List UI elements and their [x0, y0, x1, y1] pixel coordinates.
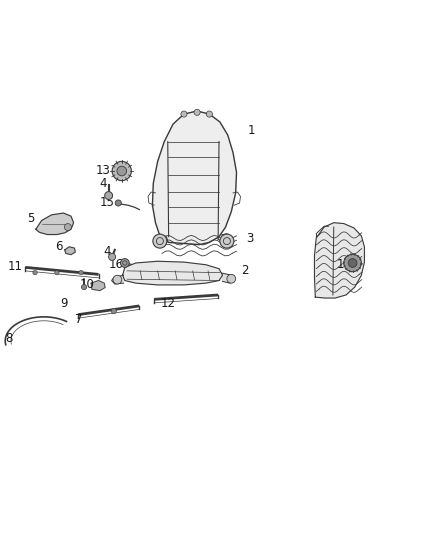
Circle shape — [55, 270, 59, 275]
Text: 4: 4 — [103, 245, 111, 257]
Circle shape — [113, 275, 122, 284]
Text: 12: 12 — [161, 297, 176, 310]
Circle shape — [120, 259, 129, 268]
Circle shape — [112, 161, 131, 181]
Text: 7: 7 — [75, 312, 83, 326]
Text: 6: 6 — [55, 240, 63, 253]
Text: 3: 3 — [246, 231, 253, 245]
Polygon shape — [36, 213, 74, 235]
Circle shape — [153, 234, 167, 248]
Text: 4: 4 — [99, 177, 107, 190]
Circle shape — [105, 191, 113, 199]
Circle shape — [194, 109, 200, 115]
Circle shape — [64, 223, 71, 231]
Circle shape — [117, 166, 127, 176]
Polygon shape — [222, 273, 234, 283]
Polygon shape — [314, 223, 364, 298]
Text: 15: 15 — [100, 197, 115, 209]
Polygon shape — [112, 275, 124, 284]
Circle shape — [109, 253, 116, 260]
Circle shape — [33, 270, 37, 275]
Text: 11: 11 — [8, 260, 23, 273]
Text: 1: 1 — [248, 124, 256, 137]
Text: 2: 2 — [241, 264, 249, 277]
Circle shape — [81, 285, 87, 290]
Polygon shape — [123, 261, 223, 285]
Circle shape — [227, 274, 236, 283]
Text: 16: 16 — [109, 258, 124, 271]
Polygon shape — [65, 247, 75, 255]
Text: 14: 14 — [336, 258, 351, 271]
Circle shape — [111, 309, 117, 314]
Circle shape — [348, 259, 357, 268]
Text: 9: 9 — [60, 297, 67, 310]
Circle shape — [79, 270, 83, 275]
Polygon shape — [91, 280, 105, 290]
Text: 5: 5 — [27, 212, 34, 225]
Text: 8: 8 — [5, 332, 12, 345]
Circle shape — [181, 111, 187, 117]
Text: 13: 13 — [95, 164, 110, 176]
Text: 10: 10 — [80, 278, 95, 290]
Circle shape — [220, 234, 234, 248]
Circle shape — [344, 254, 361, 272]
Circle shape — [115, 200, 121, 206]
Polygon shape — [152, 111, 237, 245]
Circle shape — [206, 111, 212, 117]
